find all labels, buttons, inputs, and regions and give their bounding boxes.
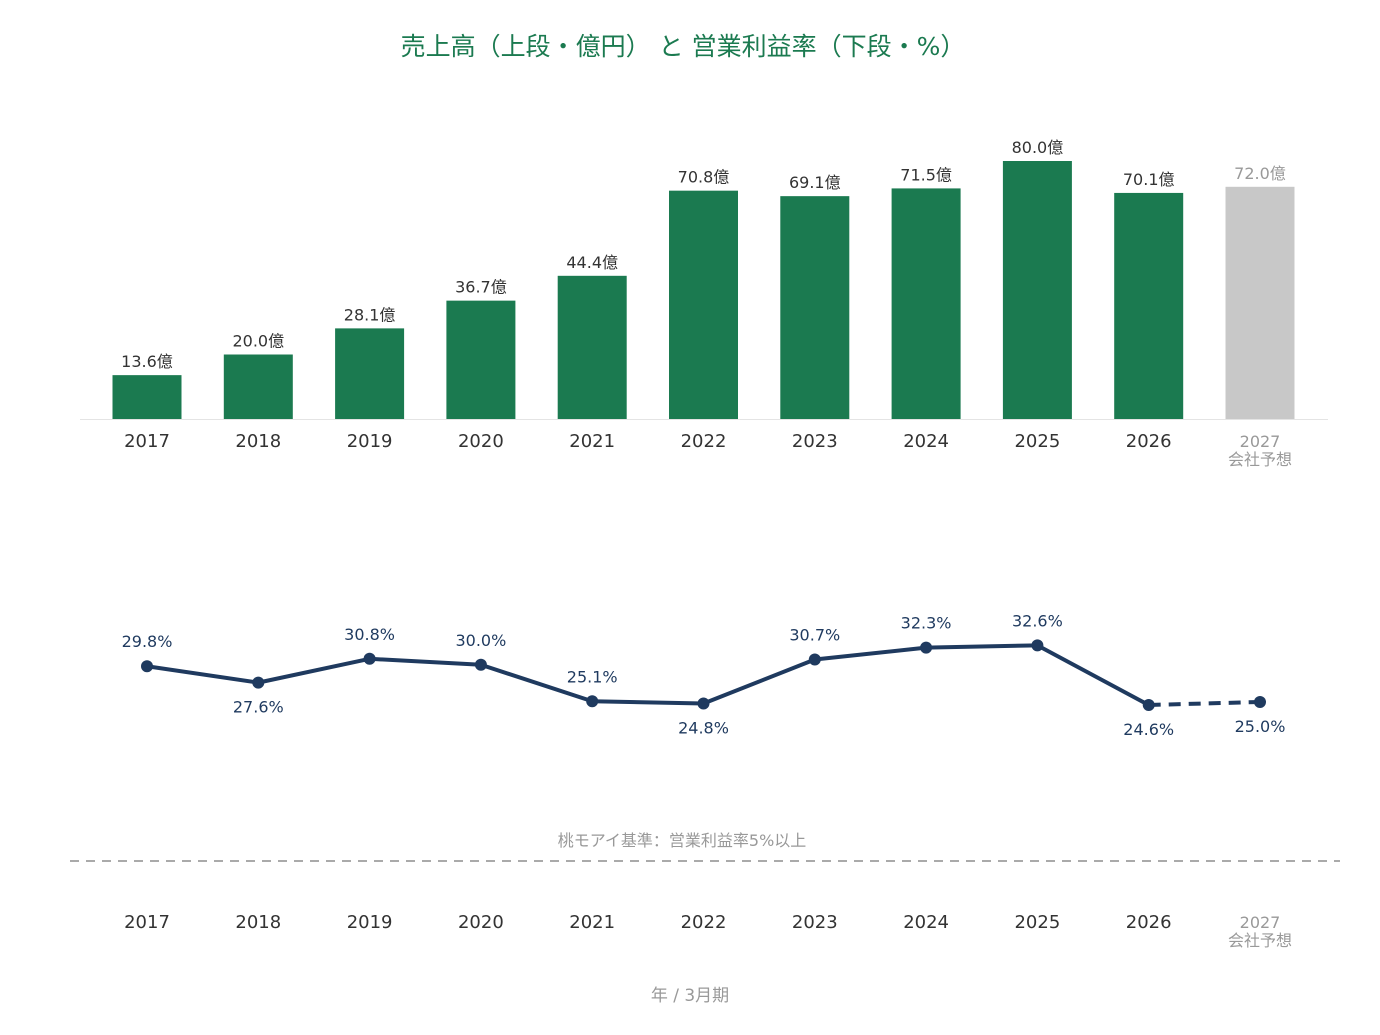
x-tick-label: 2025 [1014,431,1060,452]
margin-point [697,697,710,710]
margin-point [1254,696,1266,708]
sales-bar-label: 72.0億 [1234,164,1286,183]
chart-title: 売上高（上段・億円） と 営業利益率（下段・%） [401,32,966,61]
margin-point-label: 24.6% [1123,720,1174,739]
sales-bar [223,354,293,419]
margin-point [363,652,376,665]
x-tick-sublabel: 会社予想 [1228,931,1292,950]
x-tick-label: 2024 [903,431,949,452]
margin-point-label: 30.7% [789,626,840,645]
x-tick-label: 2025 [1014,912,1060,933]
x-tick-label: 2018 [235,912,281,933]
margin-point [586,695,599,708]
top-x-axis: 2017 2018 2019 2020 2021 2022 2023 2024 2025 2026… [124,431,1292,469]
sales-bar [1114,192,1184,419]
x-tick-label: 2026 [1126,912,1172,933]
margin-point [1142,698,1155,711]
x-tick-label: 2027 [1240,913,1281,932]
margin-line-series: 29.8% 27.6% 30.8% 30.0% 25.1% 24.8% 30.7% 32.3%… [122,611,1286,739]
x-tick-label: 2021 [569,431,615,452]
sales-bar [891,188,961,419]
margin-point [252,676,265,689]
margin-point [808,653,821,666]
sales-bar-label: 71.5億 [900,165,952,184]
margin-point-label: 32.6% [1012,611,1063,630]
sales-bar [780,196,850,419]
x-tick-label: 2023 [792,431,838,452]
sales-bar-label: 13.6億 [121,352,173,371]
sales-bar-label: 28.1億 [344,305,396,324]
x-tick-label: 2021 [569,912,615,933]
margin-point-label: 24.8% [678,718,729,737]
margin-line-forecast [1148,700,1261,707]
sales-bar-label: 69.1億 [789,173,841,192]
x-tick-label: 2024 [903,912,949,933]
x-tick-label: 2020 [458,431,504,452]
sales-bar-label: 20.0億 [232,332,284,351]
sales-bar [557,275,627,419]
x-tick-sublabel: 会社予想 [1228,450,1292,469]
margin-line-actual [146,643,1150,707]
margin-point [474,658,487,671]
x-tick-label: 2019 [347,431,393,452]
sales-bar-label: 44.4億 [566,253,618,272]
x-tick-label: 2017 [124,912,170,933]
sales-bar-label: 80.0億 [1012,138,1064,157]
sales-bar [669,190,738,419]
margin-point [141,660,153,673]
x-axis-label: 年 / 3月期 [651,986,729,1006]
margin-point-label: 30.0% [455,631,506,650]
x-tick-label: 2022 [681,912,727,933]
margin-point-label: 27.6% [233,698,284,717]
margin-point-label: 25.0% [1235,717,1286,736]
sales-bars: 13.6億 20.0億 28.1億 36.7億 44.4億 70.8億 69.1億 71.5億… [112,138,1295,419]
x-tick-label: 2017 [124,431,170,452]
x-tick-label: 2027 [1240,432,1281,451]
margin-point [920,641,933,654]
sales-bar-label: 70.8億 [678,168,730,187]
x-tick-label: 2023 [792,912,838,933]
sales-bar-label: 36.7億 [455,278,507,297]
sales-bar [1225,186,1295,419]
margin-point-label: 30.8% [344,625,395,644]
margin-point-label: 32.3% [901,614,952,633]
sales-bar [112,375,182,419]
x-tick-label: 2019 [347,912,393,933]
sales-bar [1002,161,1072,419]
x-tick-label: 2026 [1126,431,1172,452]
bottom-x-axis: 2017 2018 2019 2020 2021 2022 2023 2024 2025 2026… [124,912,1292,950]
margin-point [1031,639,1044,652]
reference-label: 桃モアイ基準：営業利益率5%以上 [558,831,807,850]
x-tick-label: 2018 [235,431,281,452]
sales-bar-label: 70.1億 [1123,170,1175,189]
x-tick-label: 2020 [458,912,504,933]
sales-bar [446,300,516,419]
margin-point-label: 29.8% [122,632,173,651]
x-tick-label: 2022 [681,431,727,452]
sales-bar [335,328,405,419]
margin-point-label: 25.1% [567,667,618,686]
